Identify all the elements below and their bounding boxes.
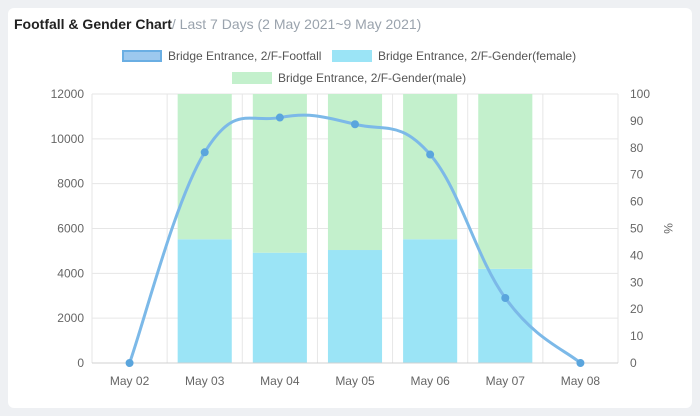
y-right-tick-label: 50 (630, 222, 644, 236)
chart-title: Footfall & Gender Chart (14, 16, 172, 32)
y-left-tick-label: 8000 (57, 177, 84, 191)
legend-swatch-female (332, 50, 372, 62)
legend-swatch-male (232, 72, 272, 84)
legend-label-footfall: Bridge Entrance, 2/F-Footfall (168, 49, 322, 63)
chart-title-row: Footfall & Gender Chart/ Last 7 Days (2 … (14, 16, 421, 34)
y-right-tick-label: 0 (630, 356, 637, 370)
legend-label-female: Bridge Entrance, 2/F-Gender(female) (378, 49, 577, 63)
chart-subtitle: / Last 7 Days (2 May 2021~9 May 2021) (171, 16, 422, 32)
y-left-tick-label: 4000 (57, 266, 84, 280)
y-left-tick-label: 10000 (51, 132, 85, 146)
footfall-point (125, 359, 134, 367)
bar-female (177, 239, 232, 363)
x-tick-label: May 03 (185, 374, 225, 388)
footfall-point (351, 120, 359, 129)
y-right-tick-label: 20 (630, 302, 644, 316)
y-right-tick-label: 90 (630, 114, 644, 128)
y-right-tick-label: 70 (630, 168, 644, 182)
legend-label-male: Bridge Entrance, 2/F-Gender(male) (278, 71, 467, 85)
x-tick-label: May 02 (110, 374, 150, 388)
y-left-tick-label: 0 (77, 356, 84, 370)
footfall-point (426, 150, 435, 159)
y-right-tick-label: 30 (630, 275, 644, 289)
y-left-tick-label: 2000 (57, 311, 84, 325)
legend-item-male[interactable]: Bridge Entrance, 2/F-Gender(male) (232, 71, 466, 85)
bar-male (327, 94, 383, 251)
y-right-tick-label: 10 (630, 329, 644, 343)
legend-item-female[interactable]: Bridge Entrance, 2/F-Gender(female) (332, 49, 576, 63)
x-tick-label: May 07 (486, 374, 526, 388)
legend-swatch-footfall (122, 50, 162, 62)
y-left-tick-label: 6000 (57, 222, 84, 236)
footfall-point (200, 148, 209, 157)
y-right-tick-label: 80 (630, 141, 644, 155)
legend-item-footfall[interactable]: Bridge Entrance, 2/F-Footfall (122, 49, 321, 63)
footfall-point (275, 113, 284, 122)
bar-male (177, 94, 232, 240)
bar-female (252, 252, 307, 363)
y-right-tick-label: 60 (630, 195, 644, 209)
y-left-tick-label: 12000 (51, 87, 85, 101)
footfall-point (501, 293, 510, 302)
bar-female (403, 239, 458, 363)
x-tick-label: May 04 (260, 374, 300, 388)
bar-female (478, 268, 533, 363)
bar-female (327, 250, 383, 363)
y-right-tick-label: 100 (630, 87, 650, 101)
y-right-tick-label: 40 (630, 248, 644, 262)
x-tick-label: May 05 (335, 374, 375, 388)
bar-male (478, 94, 533, 269)
bar-male (403, 94, 458, 240)
x-tick-label: May 08 (561, 374, 601, 388)
x-tick-label: May 06 (410, 374, 450, 388)
footfall-point (576, 359, 585, 367)
y-right-axis-label: % (661, 223, 675, 234)
